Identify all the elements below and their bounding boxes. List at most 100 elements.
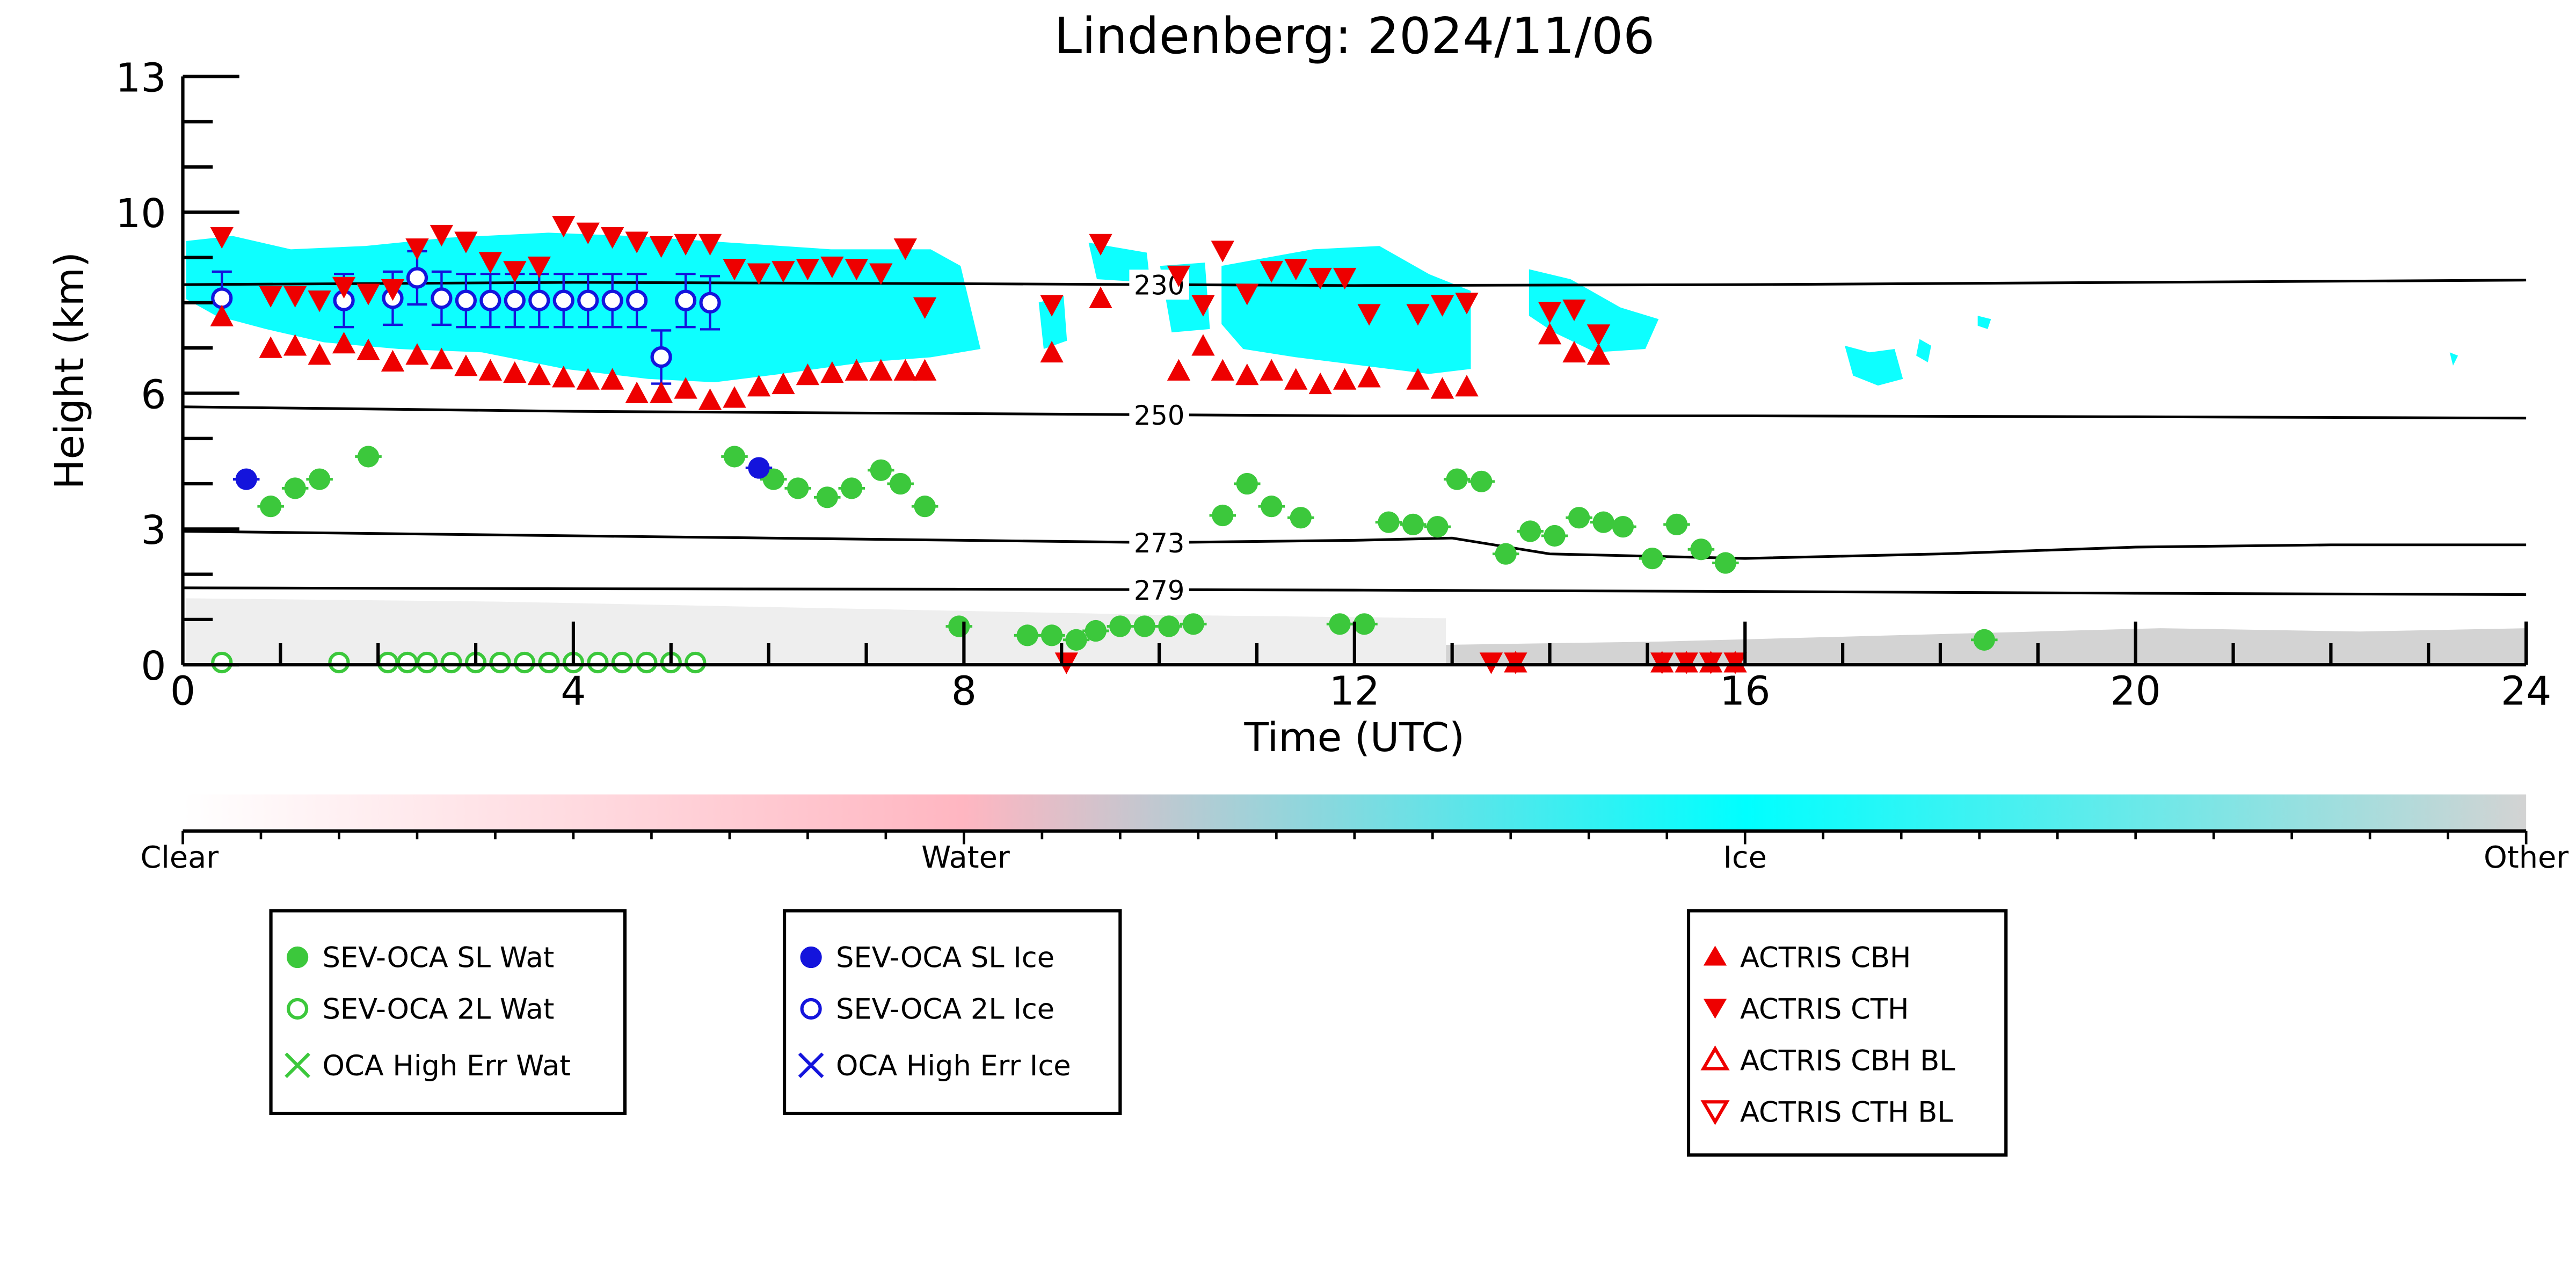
marker-sev-oca-sl-wat	[1085, 620, 1107, 642]
marker-actris-cbh	[430, 347, 454, 369]
marker-sev-oca-sl-wat	[284, 477, 306, 499]
marker-sev-oca-2l-wat	[416, 651, 438, 674]
marker-sev-oca-sl-wat	[787, 477, 809, 499]
other-region	[186, 598, 1446, 665]
marker-actris-cth	[1587, 324, 1611, 346]
marker-sev-oca-sl-wat	[1353, 613, 1376, 635]
legend-marker-cth	[1703, 999, 1727, 1019]
marker-actris-cth	[356, 283, 380, 305]
marker-actris-cbh	[503, 361, 527, 383]
marker-actris-cbh	[723, 386, 746, 408]
marker-sev-oca-2l-wat	[587, 651, 609, 674]
marker-actris-cbh	[576, 368, 600, 390]
legend-box-ice: SEV-OCA SL Ice SEV-OCA 2L Ice OCA High E…	[782, 909, 1122, 1116]
marker-sev-oca-sl-wat	[1290, 507, 1312, 529]
colorbar-gradient	[183, 794, 2527, 831]
y-tick-label: 10	[115, 190, 166, 237]
marker-actris-cth	[1260, 261, 1283, 283]
marker-actris-cth	[527, 256, 551, 279]
marker-sev-oca-sl-wat	[1714, 552, 1737, 574]
legend-label-2l-wat: SEV-OCA 2L Wat	[323, 993, 555, 1026]
marker-sev-oca-2l-wat	[211, 651, 233, 674]
marker-sev-oca-2l-ice	[577, 289, 599, 311]
marker-actris-cth	[552, 215, 576, 238]
marker-sev-oca-sl-wat	[308, 468, 331, 490]
legend-label-higherr-ice: OCA High Err Ice	[836, 1050, 1071, 1082]
marker-actris-cth	[1211, 241, 1234, 263]
marker-actris-cbh	[1191, 334, 1215, 356]
marker-actris-cth	[1357, 304, 1381, 326]
marker-actris-cth	[913, 297, 937, 319]
legend-label-cbh-bl: ACTRIS CBH BL	[1740, 1044, 1955, 1077]
marker-actris-cbh	[1333, 368, 1357, 390]
isotherm-line-273	[183, 530, 2527, 560]
marker-actris-cbh	[1284, 368, 1308, 390]
marker-sev-oca-sl-wat	[723, 446, 746, 468]
marker-sev-oca-sl-wat	[357, 446, 380, 468]
marker-actris-cbh	[1167, 359, 1191, 381]
isotherm-label-250: 250	[1134, 400, 1185, 431]
marker-sev-oca-sl-wat	[762, 468, 784, 490]
marker-actris-cth	[796, 259, 820, 281]
marker-sev-oca-2l-wat	[513, 651, 536, 674]
isotherm-line-279	[183, 586, 2527, 596]
marker-actris-cth	[210, 227, 234, 249]
legend-marker-higherr-ice	[798, 1052, 824, 1079]
legend-label-cth-bl: ACTRIS CTH BL	[1740, 1096, 1953, 1129]
marker-actris-cth	[283, 286, 307, 308]
legend-marker-cth-bl	[1700, 1100, 1730, 1125]
x-tick-label: 0	[170, 667, 195, 714]
marker-sev-oca-sl-wat	[870, 459, 892, 481]
marker-actris-cth	[381, 279, 405, 301]
marker-sev-oca-sl-wat	[1109, 615, 1131, 637]
marker-actris-cbh	[381, 350, 405, 372]
marker-actris-cbh	[845, 359, 869, 381]
legend-label-higherr-wat: OCA High Err Wat	[323, 1050, 571, 1082]
legend-marker-higherr-wat	[285, 1052, 310, 1079]
marker-sev-oca-2l-wat	[636, 651, 658, 674]
marker-sev-oca-2l-wat	[328, 651, 350, 674]
marker-actris-cbh	[796, 363, 820, 385]
marker-sev-oca-sl-wat	[1544, 525, 1566, 547]
marker-actris-cbh	[478, 359, 503, 381]
axes: 0 4 8 12 16 20 24 0 3 6 10 13	[115, 54, 2551, 714]
y-tick-label: 6	[141, 371, 166, 418]
y-axis-label: Height (km)	[46, 252, 93, 490]
colorbar-label-clear: Clear	[140, 840, 219, 875]
marker-actris-cth	[845, 259, 869, 281]
marker-actris-cth	[1235, 283, 1259, 305]
marker-actris-cth	[1562, 299, 1586, 322]
marker-sev-oca-2l-wat	[396, 651, 418, 674]
isotherm-label-bg	[1129, 574, 1189, 605]
legend-marker-sl-wat	[286, 946, 309, 969]
marker-actris-cbh	[649, 381, 673, 404]
marker-sev-oca-sl-wat	[1261, 496, 1283, 518]
legend-label-sl-wat: SEV-OCA SL Wat	[323, 942, 555, 974]
x-tick-label: 4	[561, 667, 586, 714]
marker-sev-oca-2l-ice	[650, 346, 672, 368]
marker-actris-cth	[625, 231, 649, 253]
chart-title: Lindenberg: 2024/11/06	[1054, 7, 1655, 65]
marker-actris-cbh	[454, 354, 478, 376]
legend-marker-sl-ice	[800, 946, 822, 969]
ice-cloud-region	[1221, 246, 1471, 374]
marker-actris-cbh	[1562, 340, 1586, 363]
marker-sev-oca-sl-wat	[1329, 613, 1351, 635]
marker-sev-oca-sl-wat	[1665, 513, 1688, 536]
marker-actris-cth	[1191, 295, 1215, 317]
marker-actris-cth	[332, 276, 356, 299]
marker-actris-cbh	[1235, 363, 1259, 385]
marker-sev-oca-sl-wat	[948, 615, 970, 637]
marker-actris-cbh	[356, 338, 380, 360]
marker-actris-cbh	[552, 366, 576, 388]
marker-sev-oca-sl-wat	[1236, 472, 1258, 495]
marker-sev-oca-sl-wat	[1446, 468, 1468, 490]
marker-actris-cbh	[1538, 323, 1562, 345]
legend-marker-cbh	[1703, 945, 1727, 966]
marker-actris-cbh	[259, 336, 282, 358]
marker-actris-cbh	[308, 343, 331, 365]
marker-actris-cbh	[747, 375, 771, 397]
